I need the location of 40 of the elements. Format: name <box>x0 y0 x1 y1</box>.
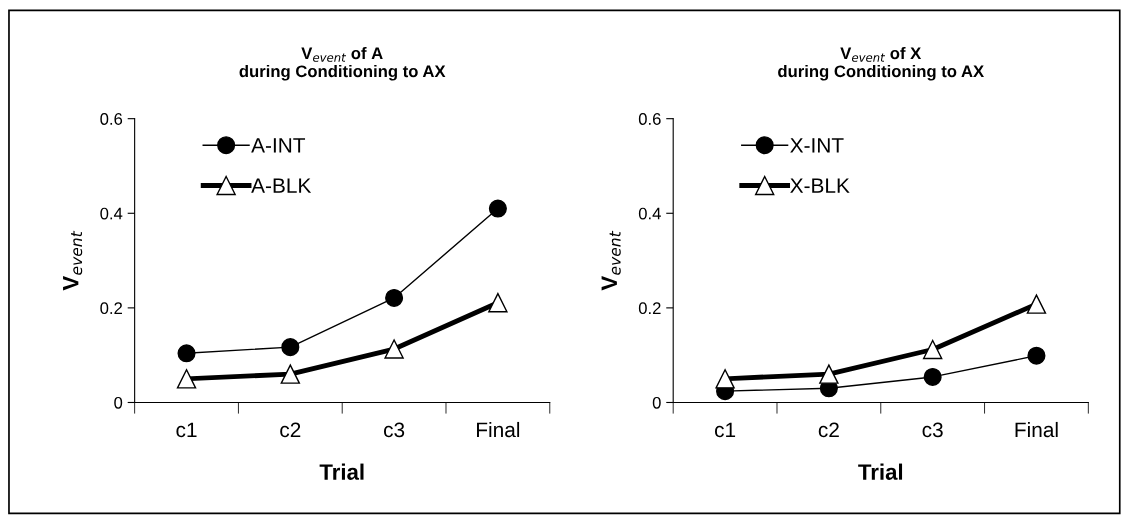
y-tick-label: 0.2 <box>100 302 122 315</box>
x-tick-label: c3 <box>922 422 943 438</box>
chart-title: V$_{event}$ of A during Conditioning to AX <box>239 46 446 81</box>
point <box>715 369 735 389</box>
point <box>488 292 508 313</box>
point <box>281 338 300 357</box>
point <box>385 288 404 307</box>
point <box>922 339 943 360</box>
x-tick-label: c3 <box>383 422 405 438</box>
y-axis-title: V$_{event}$ <box>601 230 621 291</box>
x-axis-title: Trial <box>858 463 903 480</box>
y-tick-label: 0.2 <box>638 302 661 315</box>
point <box>176 369 197 389</box>
x-tick-label: c1 <box>714 422 736 438</box>
chart-title: V$_{event}$ of X during Conditioning to AX <box>778 46 984 81</box>
point <box>280 364 301 384</box>
point <box>488 199 507 218</box>
point <box>177 344 196 363</box>
x-tick-label: c2 <box>818 422 839 438</box>
y-axis-title: V$_{event}$ <box>63 230 83 291</box>
point <box>1027 346 1046 365</box>
x-axis-title: Trial <box>319 463 364 480</box>
y-tick-label: 0.4 <box>100 207 123 220</box>
y-tick-label: 0.4 <box>638 207 661 220</box>
y-tick-label: 0.6 <box>638 113 661 125</box>
point <box>1026 294 1047 314</box>
y-tick-label: 0.6 <box>100 113 123 125</box>
legend-label: X-BLK <box>790 178 850 193</box>
y-tick-label: 0 <box>114 396 123 409</box>
x-tick-label: Final <box>1015 421 1058 438</box>
legend-label: A-BLK <box>251 178 312 193</box>
point <box>923 367 942 386</box>
x-tick-label: c2 <box>280 422 301 438</box>
x-tick-label: Final <box>477 421 520 438</box>
x-tick-label: c1 <box>176 422 197 438</box>
y-tick-label: 0 <box>652 396 661 409</box>
legend-label: X-INT <box>790 138 844 153</box>
point <box>384 339 404 359</box>
point <box>819 364 839 384</box>
legend-label: A-INT <box>251 138 306 153</box>
